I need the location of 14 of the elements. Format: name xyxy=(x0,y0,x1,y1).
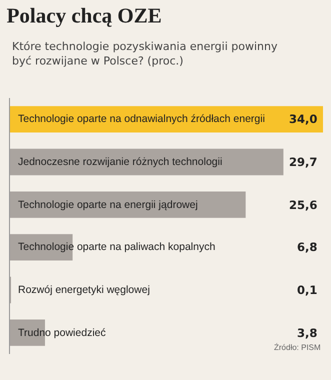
bar xyxy=(10,191,246,218)
y-tick-label: Rozwój energetyki węglowej xyxy=(18,284,150,296)
data-label: 34,0 xyxy=(289,112,318,126)
data-label: 25,6 xyxy=(289,198,318,212)
data-label: 0,1 xyxy=(297,283,318,297)
chart-subtitle: Które technologie pozyskiwania energii powinny być rozwijane w Polsce? (proc.) xyxy=(12,40,278,68)
y-tick-label: Jednoczesne rozwijanie różnych technologii xyxy=(18,156,222,168)
data-label: 3,8 xyxy=(297,326,318,340)
chart-title: Polacy chcą OZE xyxy=(6,4,162,28)
data-label: 6,8 xyxy=(297,240,318,254)
y-tick-label: Technologie oparte na odnawialnych źródłach energii xyxy=(18,113,265,125)
annotation: Źródło: PISM xyxy=(274,343,322,352)
data-label: 29,7 xyxy=(289,155,318,169)
y-tick-label: Technologie oparte na energii jądrowej xyxy=(18,199,198,211)
